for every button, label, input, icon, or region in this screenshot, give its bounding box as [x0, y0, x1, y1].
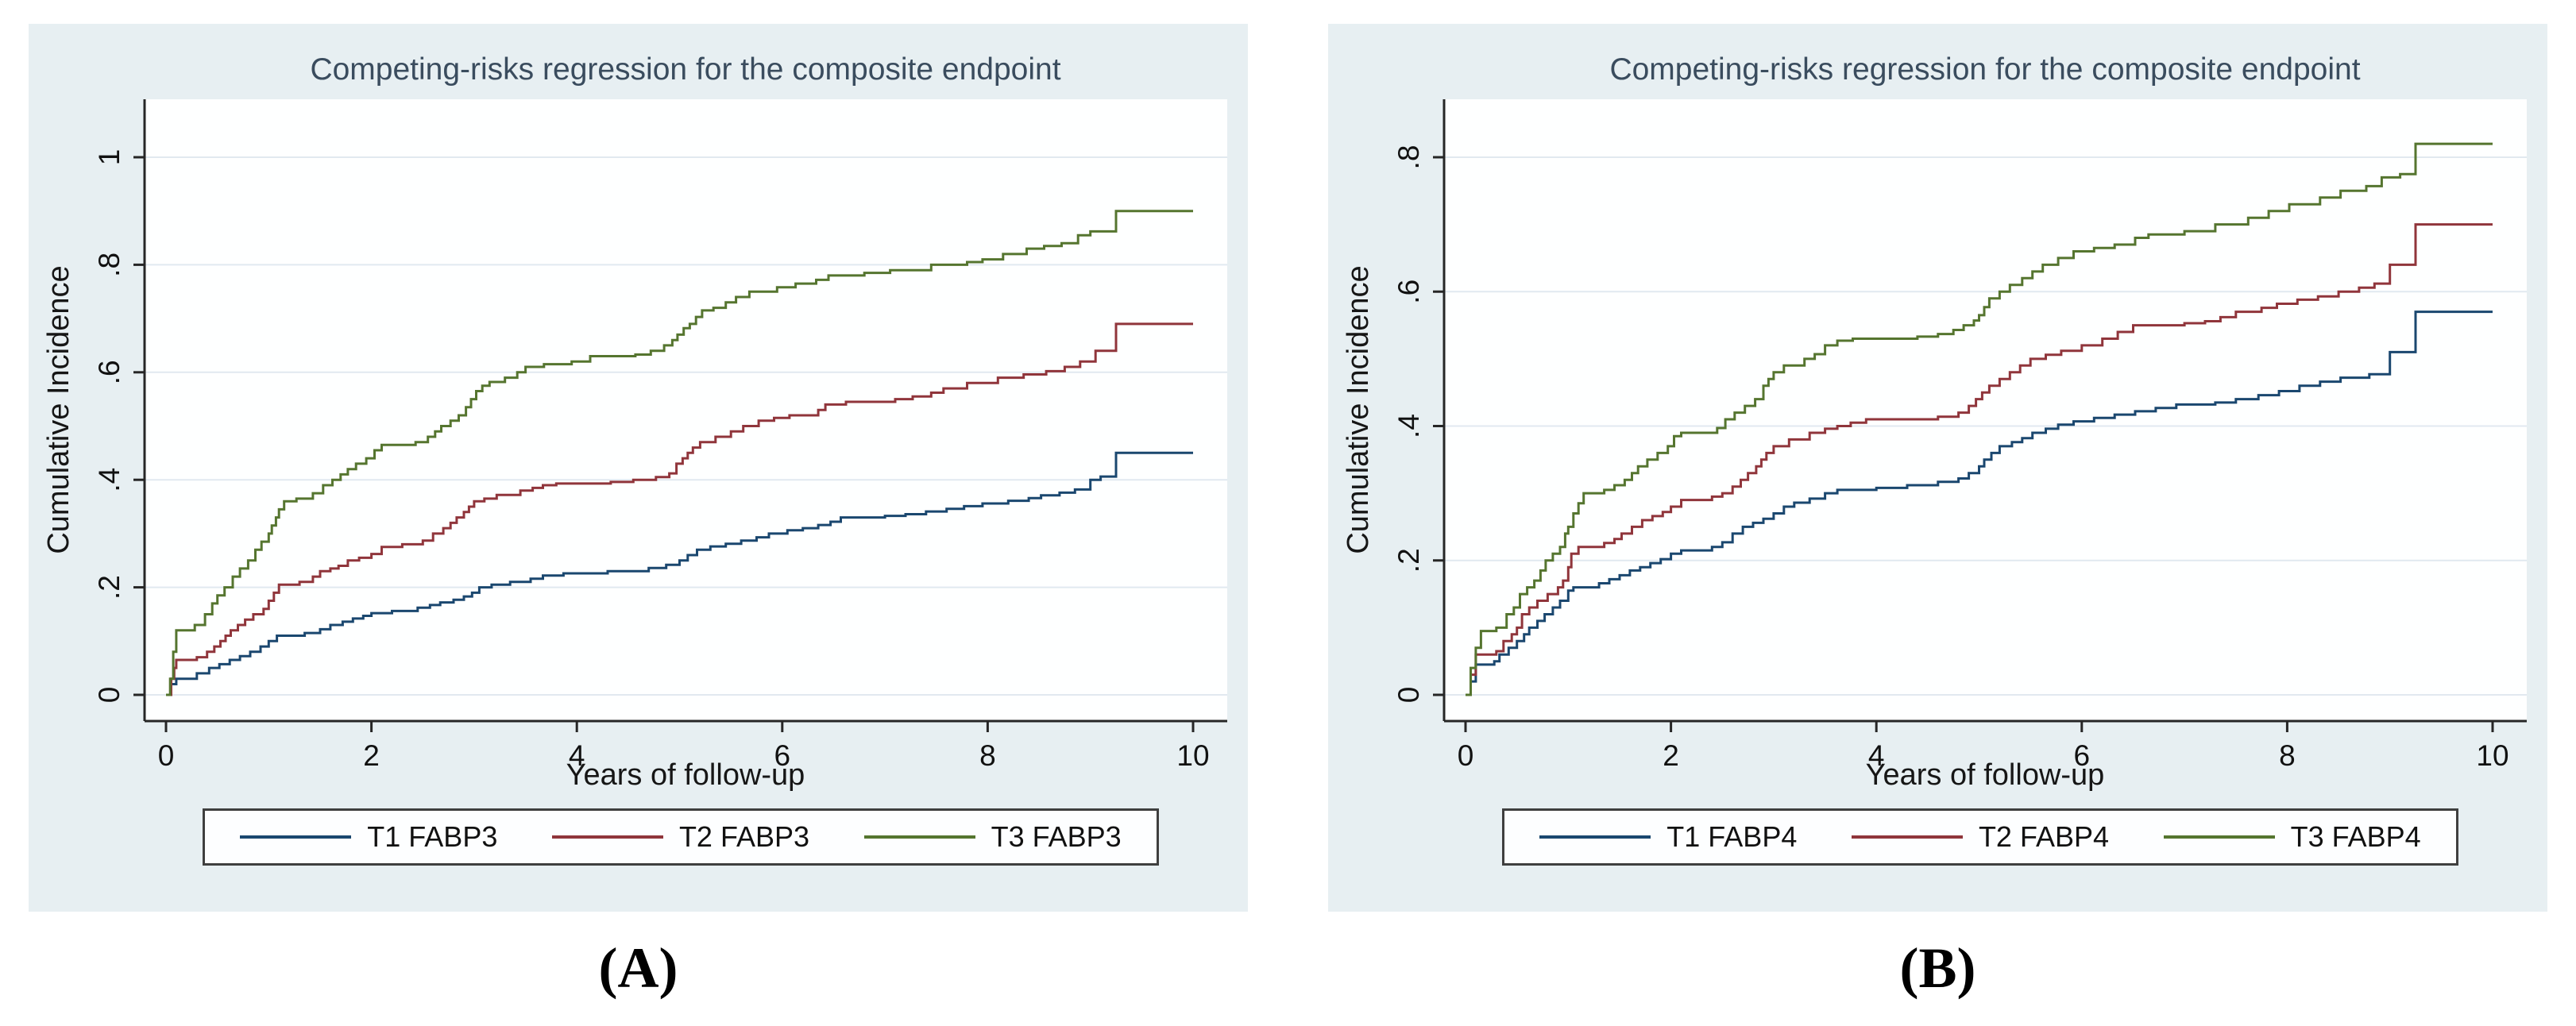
panel-a-title: Competing-risks regression for the compo… — [310, 52, 1060, 87]
legend-item: T2 FABP4 — [1851, 820, 2110, 854]
legend-label: T3 FABP4 — [2290, 820, 2421, 853]
panel-b-x-tick-label: 8 — [2279, 739, 2296, 772]
panel-a-y-tick-label: .4 — [93, 468, 126, 492]
legend-item: T1 FABP3 — [240, 820, 497, 854]
legend-line-swatch-t1-fabp3 — [240, 835, 352, 839]
legend-line-swatch-t2-fabp4 — [1851, 835, 1963, 839]
panel-a: 0.2.4.6.8 1 0 2 4 6 8 10 Competing-risks regres… — [29, 24, 1248, 912]
panel-b-x-tick-label: 4 — [1868, 739, 1885, 772]
panel-b-legend: T1 FABP4 T2 FABP4 T3 FABP4 — [1502, 808, 2458, 866]
panel-b-x-tick-label: 2 — [1663, 739, 1679, 772]
panel-a-y-tick-label: 1 — [93, 149, 126, 166]
panel-a-series-line-t2-fabp3 — [166, 322, 1193, 696]
panel-b-y-axis-label: Cumulative Incidence — [1342, 265, 1375, 554]
panel-b-x-tick-label: 0 — [1458, 739, 1474, 772]
legend-label: T1 FABP4 — [1666, 820, 1798, 853]
panel-b-y-tick-label: .2 — [1392, 548, 1425, 573]
legend-line-swatch-t1-fabp4 — [1539, 835, 1651, 839]
legend-item: T2 FABP3 — [551, 820, 810, 854]
panel-a-plot-area — [145, 99, 1227, 721]
panel-b-y-tick-label: .6 — [1392, 280, 1425, 304]
legend-label: T3 FABP3 — [991, 820, 1122, 853]
panel-b-y-tick-label: .8 — [1392, 145, 1425, 170]
panel-a-caption: (A) — [598, 936, 678, 1000]
panel-a-x-tick-label: 4 — [569, 739, 585, 772]
panel-b: 0 .2 .4 .6 .8 0 2 4 6 8 10 Competing-risks regress… — [1328, 24, 2547, 912]
panel-a-y-axis-label: Cumulative Incidence — [42, 265, 75, 554]
legend-item: T3 FABP4 — [2163, 820, 2421, 854]
panel-a-x-tick-label: 6 — [774, 739, 791, 772]
panel-a-series-line-t1-fabp3 — [166, 451, 1193, 696]
panel-b-x-axis-label: Years of follow-up — [1866, 758, 2105, 792]
panel-b-title: Competing-risks regression for the compo… — [1609, 52, 2360, 87]
panel-a-y-tick-label: .6 — [93, 360, 126, 384]
panel-a-x-axis-label: Years of follow-up — [566, 758, 805, 792]
panel-a-x-tick-label: 10 — [1176, 739, 1209, 772]
panel-b-y-tick-label: 0 — [1392, 687, 1425, 704]
legend-item: T3 FABP3 — [863, 820, 1122, 854]
legend-label: T2 FABP3 — [678, 820, 810, 853]
panel-b-chart: 0 .2 .4 .6 .8 0 2 4 6 8 10 Competing-risks regress… — [1342, 52, 2527, 792]
panel-b-x-tick-label: 10 — [2476, 739, 2508, 772]
legend-line-swatch-t3-fabp3 — [863, 835, 975, 839]
panel-a-y-tick-label: .8 — [93, 253, 126, 277]
legend-line-swatch-t3-fabp4 — [2163, 835, 2275, 839]
panel-b-plot-area — [1444, 99, 2527, 721]
panel-a-x-tick-label: 0 — [158, 739, 175, 772]
legend-line-swatch-t2-fabp3 — [551, 835, 663, 839]
panel-a-series-line-t3-fabp3 — [166, 210, 1193, 696]
panel-b-series-line-t3-fabp4 — [1466, 142, 2493, 696]
panel-a-x-tick-label: 2 — [363, 739, 380, 772]
panel-a-y-tick-label: 0 — [93, 687, 126, 704]
panel-b-series-line-t1-fabp4 — [1466, 310, 2493, 696]
panel-a-legend: T1 FABP3 T2 FABP3 T3 FABP3 — [203, 808, 1159, 866]
legend-label: T1 FABP3 — [367, 820, 498, 853]
panel-a-x-tick-label: 8 — [979, 739, 996, 772]
legend-item: T1 FABP4 — [1539, 820, 1797, 854]
panel-b-y-tick-label: .4 — [1392, 414, 1425, 438]
panel-b-x-tick-label: 6 — [2074, 739, 2091, 772]
panel-a-y-tick-label: .2 — [93, 575, 126, 600]
panel-b-series-line-t2-fabp4 — [1466, 223, 2493, 696]
legend-label: T2 FABP4 — [1978, 820, 2110, 853]
panel-b-caption: (B) — [1899, 936, 1976, 1000]
panel-a-chart: 0.2.4.6.810 2 4 6 8 10 Competing-risks regres… — [42, 52, 1227, 792]
